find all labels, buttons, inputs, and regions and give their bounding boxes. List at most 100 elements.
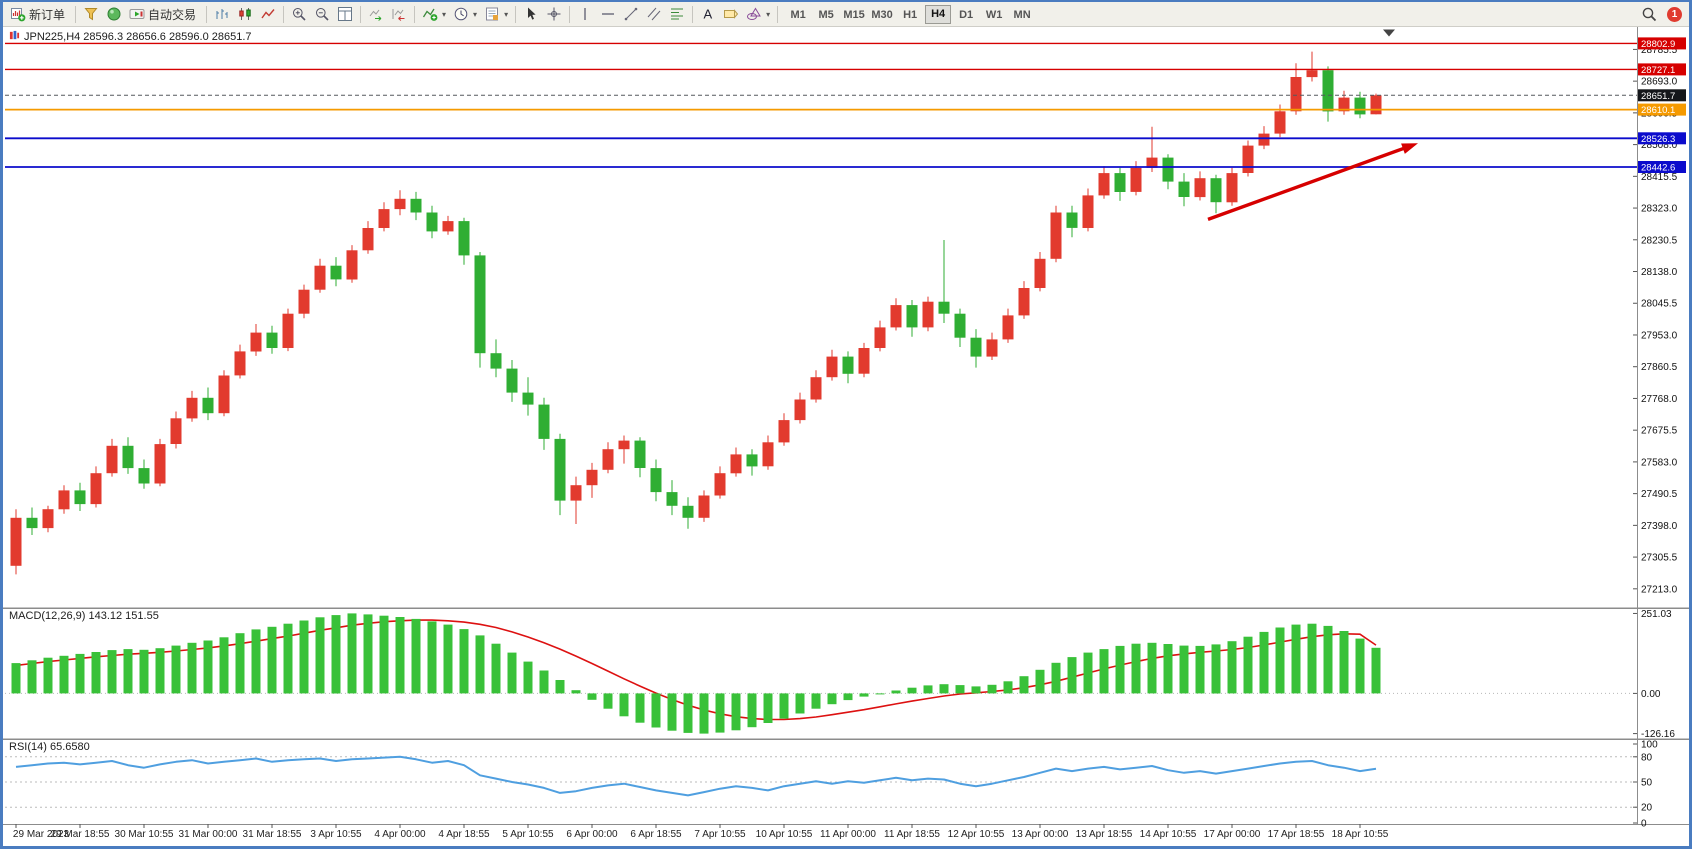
time-label: 5 Apr 10:55 bbox=[502, 829, 554, 840]
rsi-pane bbox=[5, 755, 1637, 808]
candle-chart-icon bbox=[237, 6, 253, 22]
new-order-icon bbox=[10, 6, 26, 22]
timeframe-h4-button[interactable]: H4 bbox=[925, 4, 952, 24]
price-label: 27490.5 bbox=[1641, 489, 1678, 500]
new-order-button[interactable]: 新订单 bbox=[7, 4, 71, 25]
templates-button[interactable]: ▾ bbox=[481, 4, 511, 25]
rsi-scale-label: 0 bbox=[1641, 819, 1647, 830]
time-label: 31 Mar 00:00 bbox=[179, 829, 238, 840]
macd-scale-label: 0.00 bbox=[1641, 689, 1661, 700]
price-label: 27768.0 bbox=[1641, 394, 1678, 405]
horizontal-line-button[interactable] bbox=[597, 4, 619, 25]
funnel-button[interactable] bbox=[80, 4, 102, 25]
pane-borders bbox=[3, 27, 1689, 825]
toolbar-separator bbox=[692, 5, 694, 23]
time-label: 10 Apr 10:55 bbox=[756, 829, 813, 840]
zoom-out-button[interactable] bbox=[311, 4, 333, 25]
timeframe-d1-button[interactable]: D1 bbox=[959, 8, 974, 21]
fibonacci-button[interactable] bbox=[666, 4, 688, 25]
toolbar-separator bbox=[206, 5, 208, 23]
chart-plot-area[interactable] bbox=[3, 27, 1689, 846]
time-label: 13 Apr 18:55 bbox=[1076, 829, 1133, 840]
zoom-in-icon bbox=[291, 6, 307, 22]
timeframe-m5-button[interactable]: M5 bbox=[818, 8, 834, 21]
price-label: 28045.5 bbox=[1641, 299, 1678, 310]
clock-icon bbox=[453, 6, 469, 22]
time-label: 30 Mar 10:55 bbox=[115, 829, 174, 840]
timeframe-h1-button[interactable]: H1 bbox=[903, 8, 918, 21]
cursor-button[interactable] bbox=[520, 4, 542, 25]
timeframe-m30-button[interactable]: M30 bbox=[871, 8, 893, 21]
rsi-scale-label: 100 bbox=[1641, 740, 1658, 751]
indicators-button[interactable]: ▾ bbox=[419, 4, 449, 25]
price-tag-28610.1: 28610.1 bbox=[1638, 103, 1686, 116]
time-label: 11 Apr 18:55 bbox=[884, 829, 940, 840]
macd-scale-label: -126.16 bbox=[1641, 729, 1675, 740]
timeframe-m1-button[interactable]: M1 bbox=[790, 8, 806, 21]
periods-button[interactable]: ▾ bbox=[450, 4, 480, 25]
price-label: 28415.5 bbox=[1641, 172, 1678, 183]
equidistant-channel-button[interactable] bbox=[643, 4, 665, 25]
time-label: 6 Apr 00:00 bbox=[566, 829, 618, 840]
auto-trading-button[interactable]: 自动交易 bbox=[126, 4, 202, 25]
shapes-button[interactable]: ▾ bbox=[743, 4, 773, 25]
price-label: 27675.5 bbox=[1641, 426, 1678, 437]
price-label: 27860.5 bbox=[1641, 362, 1678, 373]
line-chart-button[interactable] bbox=[257, 4, 279, 25]
autotrade-icon bbox=[129, 6, 145, 22]
macd-scale-label: 251.03 bbox=[1641, 609, 1672, 620]
chart-shift-button[interactable] bbox=[388, 4, 410, 25]
zoom-out-icon bbox=[314, 6, 330, 22]
search-button[interactable] bbox=[1638, 4, 1660, 25]
svg-text:28442.6: 28442.6 bbox=[1641, 163, 1675, 174]
timeframe-m15-button[interactable]: M15 bbox=[843, 8, 865, 21]
macd-histogram bbox=[11, 613, 1381, 734]
time-label: 18 Apr 10:55 bbox=[1332, 829, 1389, 840]
chart-shift-icon bbox=[391, 6, 407, 22]
auto-scroll-button[interactable] bbox=[365, 4, 387, 25]
funnel-icon bbox=[83, 6, 99, 22]
time-label: 17 Apr 00:00 bbox=[1204, 829, 1261, 840]
profiles-button[interactable] bbox=[103, 4, 125, 25]
bar-chart-button[interactable] bbox=[211, 4, 233, 25]
price-label: 27953.0 bbox=[1641, 331, 1678, 342]
rsi-line bbox=[15, 755, 1377, 797]
label-button[interactable] bbox=[720, 4, 742, 25]
toolbar-separator bbox=[75, 5, 77, 23]
text-icon: A bbox=[700, 6, 716, 22]
candlestick-series bbox=[10, 51, 1382, 575]
toolbar-buttons: 新订单 自动交易 ▾ ▾ ▾ A ▾ bbox=[7, 4, 781, 25]
auto-trading-button-label: 自动交易 bbox=[148, 7, 197, 22]
toolbar-right: 1 bbox=[1638, 4, 1685, 25]
trendline-icon bbox=[623, 6, 639, 22]
crosshair-button[interactable] bbox=[543, 4, 565, 25]
vertical-line-button[interactable] bbox=[574, 4, 596, 25]
template-icon bbox=[484, 6, 500, 22]
price-label: 27305.5 bbox=[1641, 553, 1678, 564]
rsi-scale-label: 20 bbox=[1641, 803, 1653, 814]
indicators-icon bbox=[422, 6, 438, 22]
notification-badge[interactable]: 1 bbox=[1667, 6, 1682, 22]
chart-shift-marker[interactable] bbox=[1383, 29, 1395, 37]
candlestick-chart-button[interactable] bbox=[234, 4, 256, 25]
price-axis[interactable]: 28785.528693.028600.528508.028415.528323… bbox=[1633, 37, 1686, 830]
price-label: 28138.0 bbox=[1641, 267, 1678, 278]
new-order-button-label: 新订单 bbox=[29, 7, 66, 22]
trendline-button[interactable] bbox=[620, 4, 642, 25]
toolbar-separator bbox=[515, 5, 517, 23]
trend-arrow-annotation[interactable] bbox=[1207, 143, 1418, 221]
price-tag-28526.3: 28526.3 bbox=[1638, 132, 1686, 145]
timeframe-mn-button[interactable]: MN bbox=[1013, 8, 1031, 21]
text-button[interactable]: A bbox=[697, 4, 719, 25]
zoom-in-button[interactable] bbox=[288, 4, 310, 25]
toolbar-separator bbox=[360, 5, 362, 23]
toolbar: 新订单 自动交易 ▾ ▾ ▾ A ▾ M1 M5 M15 M30 H1 H4 D1 W1 MN 1 bbox=[3, 2, 1689, 27]
timeframe-w1-button[interactable]: W1 bbox=[985, 8, 1003, 21]
price-tag-28442.6: 28442.6 bbox=[1638, 161, 1686, 174]
time-label: 29 Mar 18:55 bbox=[51, 829, 110, 840]
tile-windows-icon bbox=[337, 6, 353, 22]
tile-windows-button[interactable] bbox=[334, 4, 356, 25]
